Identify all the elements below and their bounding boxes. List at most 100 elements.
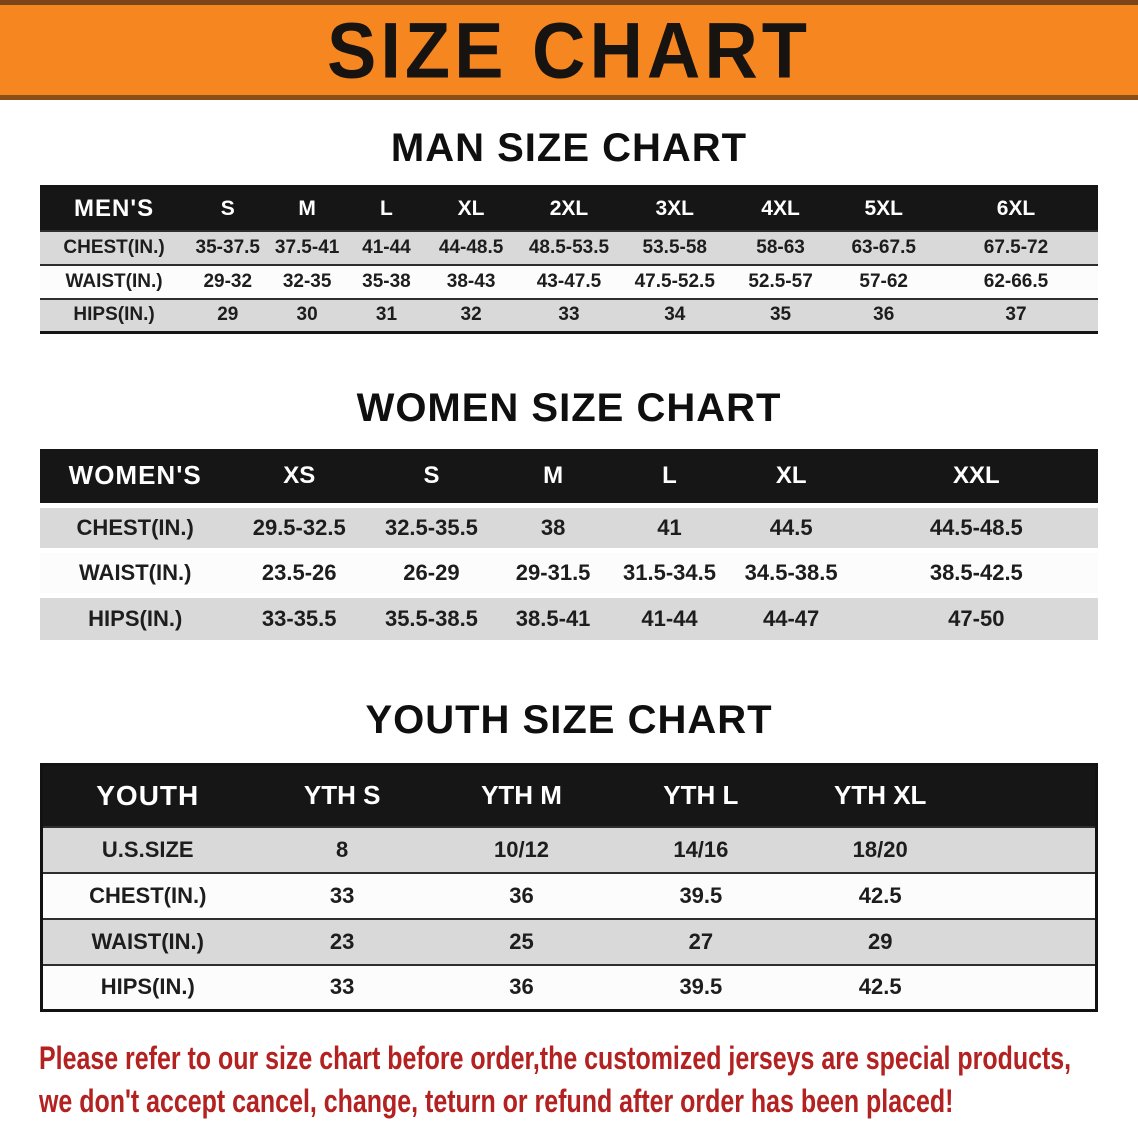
men-col-header: M: [267, 186, 347, 231]
size-cell: 39.5: [679, 974, 723, 1000]
size-cell: 23.5-26: [261, 559, 337, 585]
youth-section-heading: YOUTH SIZE CHART: [365, 698, 773, 742]
row-label: WAIST(IN.): [79, 559, 192, 585]
size-cell: 18/20: [852, 836, 908, 862]
empty-cell: [970, 827, 1097, 873]
empty-cell: [970, 919, 1097, 965]
size-cell: 25: [509, 928, 534, 954]
empty-cell: [970, 965, 1097, 1011]
size-cell: 34.5-38.5: [744, 559, 838, 585]
youth-col-header: YTH XL: [790, 764, 970, 827]
row-label: WAIST(IN.): [65, 270, 163, 292]
size-cell: 35-38: [362, 270, 411, 292]
row-label: HIPS(IN.): [73, 304, 155, 326]
women-section-heading: WOMEN SIZE CHART: [356, 386, 782, 430]
size-cell: 47-50: [948, 605, 1005, 631]
size-cell: 14/16: [673, 836, 729, 862]
youth-size-table: YOUTH YTH S YTH M YTH L YTH XL U.S.SIZE …: [40, 763, 1098, 1012]
size-cell: 10/12: [493, 836, 550, 862]
size-cell: 33: [558, 304, 580, 326]
empty-cell: [969, 764, 1097, 827]
size-cell: 52.5-57: [748, 270, 813, 292]
row-label: CHEST(IN.): [89, 882, 207, 908]
size-cell: 38-43: [446, 270, 496, 292]
men-chest-row: CHEST(IN.) 35-37.5 37.5-41 41-44 44-48.5…: [40, 230, 1098, 265]
size-cell: 53.5-58: [642, 236, 707, 258]
youth-hips-row: HIPS(IN.) 33 36 39.5 42.5: [41, 964, 1097, 1011]
youth-col-header: YTH S: [252, 764, 432, 827]
row-label: CHEST(IN.): [76, 514, 194, 540]
size-cell: 33: [329, 882, 355, 908]
women-col-header: M: [494, 449, 612, 505]
size-cell: 44-47: [763, 605, 820, 631]
size-cell: 32: [460, 304, 482, 326]
row-label: HIPS(IN.): [100, 974, 195, 1000]
men-col-header: S: [188, 186, 268, 231]
youth-table-title: YOUTH: [41, 764, 253, 827]
youth-col-header: YTH L: [611, 764, 791, 827]
size-cell: 29-31.5: [515, 559, 591, 585]
women-col-header: XS: [230, 449, 368, 505]
men-col-header: 3XL: [621, 186, 728, 231]
youth-col-header: YTH M: [431, 764, 612, 827]
size-cell: 23: [329, 928, 355, 954]
size-cell: 41-44: [362, 236, 411, 258]
size-cell: 35: [769, 304, 792, 326]
youth-ussize-row: U.S.SIZE 8 10/12 14/16 18/20: [41, 826, 1097, 873]
men-header-row: MEN'S S M L XL 2XL 3XL 4XL 5XL 6XL: [40, 186, 1098, 231]
size-cell: 63-67.5: [851, 236, 916, 258]
size-cell: 32.5-35.5: [384, 514, 478, 540]
size-cell: 36: [509, 974, 534, 1000]
men-hips-row: HIPS(IN.) 29 30 31 32 33 34 35 36 37: [40, 298, 1098, 333]
size-cell: 36: [509, 882, 534, 908]
size-cell: 35-37.5: [195, 236, 260, 258]
men-table-title: MEN'S: [40, 186, 189, 231]
men-col-header: 2XL: [516, 186, 622, 231]
size-cell: 29: [867, 928, 893, 954]
women-col-header: XXL: [854, 449, 1098, 505]
men-col-header: 4XL: [727, 186, 834, 231]
women-chest-row: CHEST(IN.) 29.5-32.5 32.5-35.5 38 41 44.…: [40, 505, 1098, 550]
size-cell: 26-29: [403, 559, 460, 585]
size-cell: 62-66.5: [983, 270, 1049, 292]
men-col-header: XL: [426, 186, 517, 231]
size-cell: 30: [296, 304, 318, 326]
order-notice: Please refer to our size chart before or…: [39, 1040, 1099, 1120]
size-cell: 39.5: [679, 882, 723, 908]
notice-line-1: Please refer to our size chart before or…: [39, 1040, 1072, 1076]
women-size-table: WOMEN'S XS S M L XL XXL CHEST(IN.) 29.5-…: [40, 449, 1098, 640]
notice-line-2: we don't accept cancel, change, teturn o…: [39, 1083, 954, 1119]
men-section-heading: MAN SIZE CHART: [390, 126, 748, 170]
size-cell: 27: [688, 928, 714, 954]
empty-cell: [970, 873, 1097, 919]
size-cell: 36: [873, 304, 895, 326]
size-cell: 8: [336, 836, 349, 862]
size-cell: 41: [657, 514, 682, 540]
size-cell: 31: [375, 304, 398, 326]
women-waist-row: WAIST(IN.) 23.5-26 26-29 29-31.5 31.5-34…: [40, 550, 1098, 595]
women-col-header: L: [611, 449, 728, 505]
size-cell: 37.5-41: [274, 236, 340, 258]
row-label: CHEST(IN.): [63, 236, 165, 258]
size-cell: 43-47.5: [536, 270, 602, 292]
size-cell: 38.5-42.5: [929, 559, 1023, 585]
size-cell: 38.5-41: [515, 605, 591, 631]
men-size-table: MEN'S S M L XL 2XL 3XL 4XL 5XL 6XL CHEST…: [40, 185, 1098, 334]
row-label: U.S.SIZE: [101, 836, 194, 862]
women-header-row: WOMEN'S XS S M L XL XXL: [40, 449, 1098, 505]
size-cell: 47.5-52.5: [634, 270, 715, 292]
size-cell: 67.5-72: [983, 236, 1049, 258]
men-col-header: L: [346, 186, 427, 231]
banner: SIZE CHART: [0, 0, 1138, 100]
youth-waist-row: WAIST(IN.) 23 25 27 29: [41, 918, 1097, 965]
size-cell: 29.5-32.5: [252, 514, 346, 540]
size-cell: 44.5: [769, 514, 813, 540]
women-table-title: WOMEN'S: [40, 449, 231, 505]
size-cell: 38: [540, 514, 566, 540]
size-cell: 31.5-34.5: [623, 559, 716, 585]
page-title: SIZE CHART: [327, 6, 811, 94]
youth-header-row: YOUTH YTH S YTH M YTH L YTH XL: [41, 764, 1097, 827]
size-cell: 34: [664, 304, 686, 326]
size-cell: 33: [329, 974, 355, 1000]
